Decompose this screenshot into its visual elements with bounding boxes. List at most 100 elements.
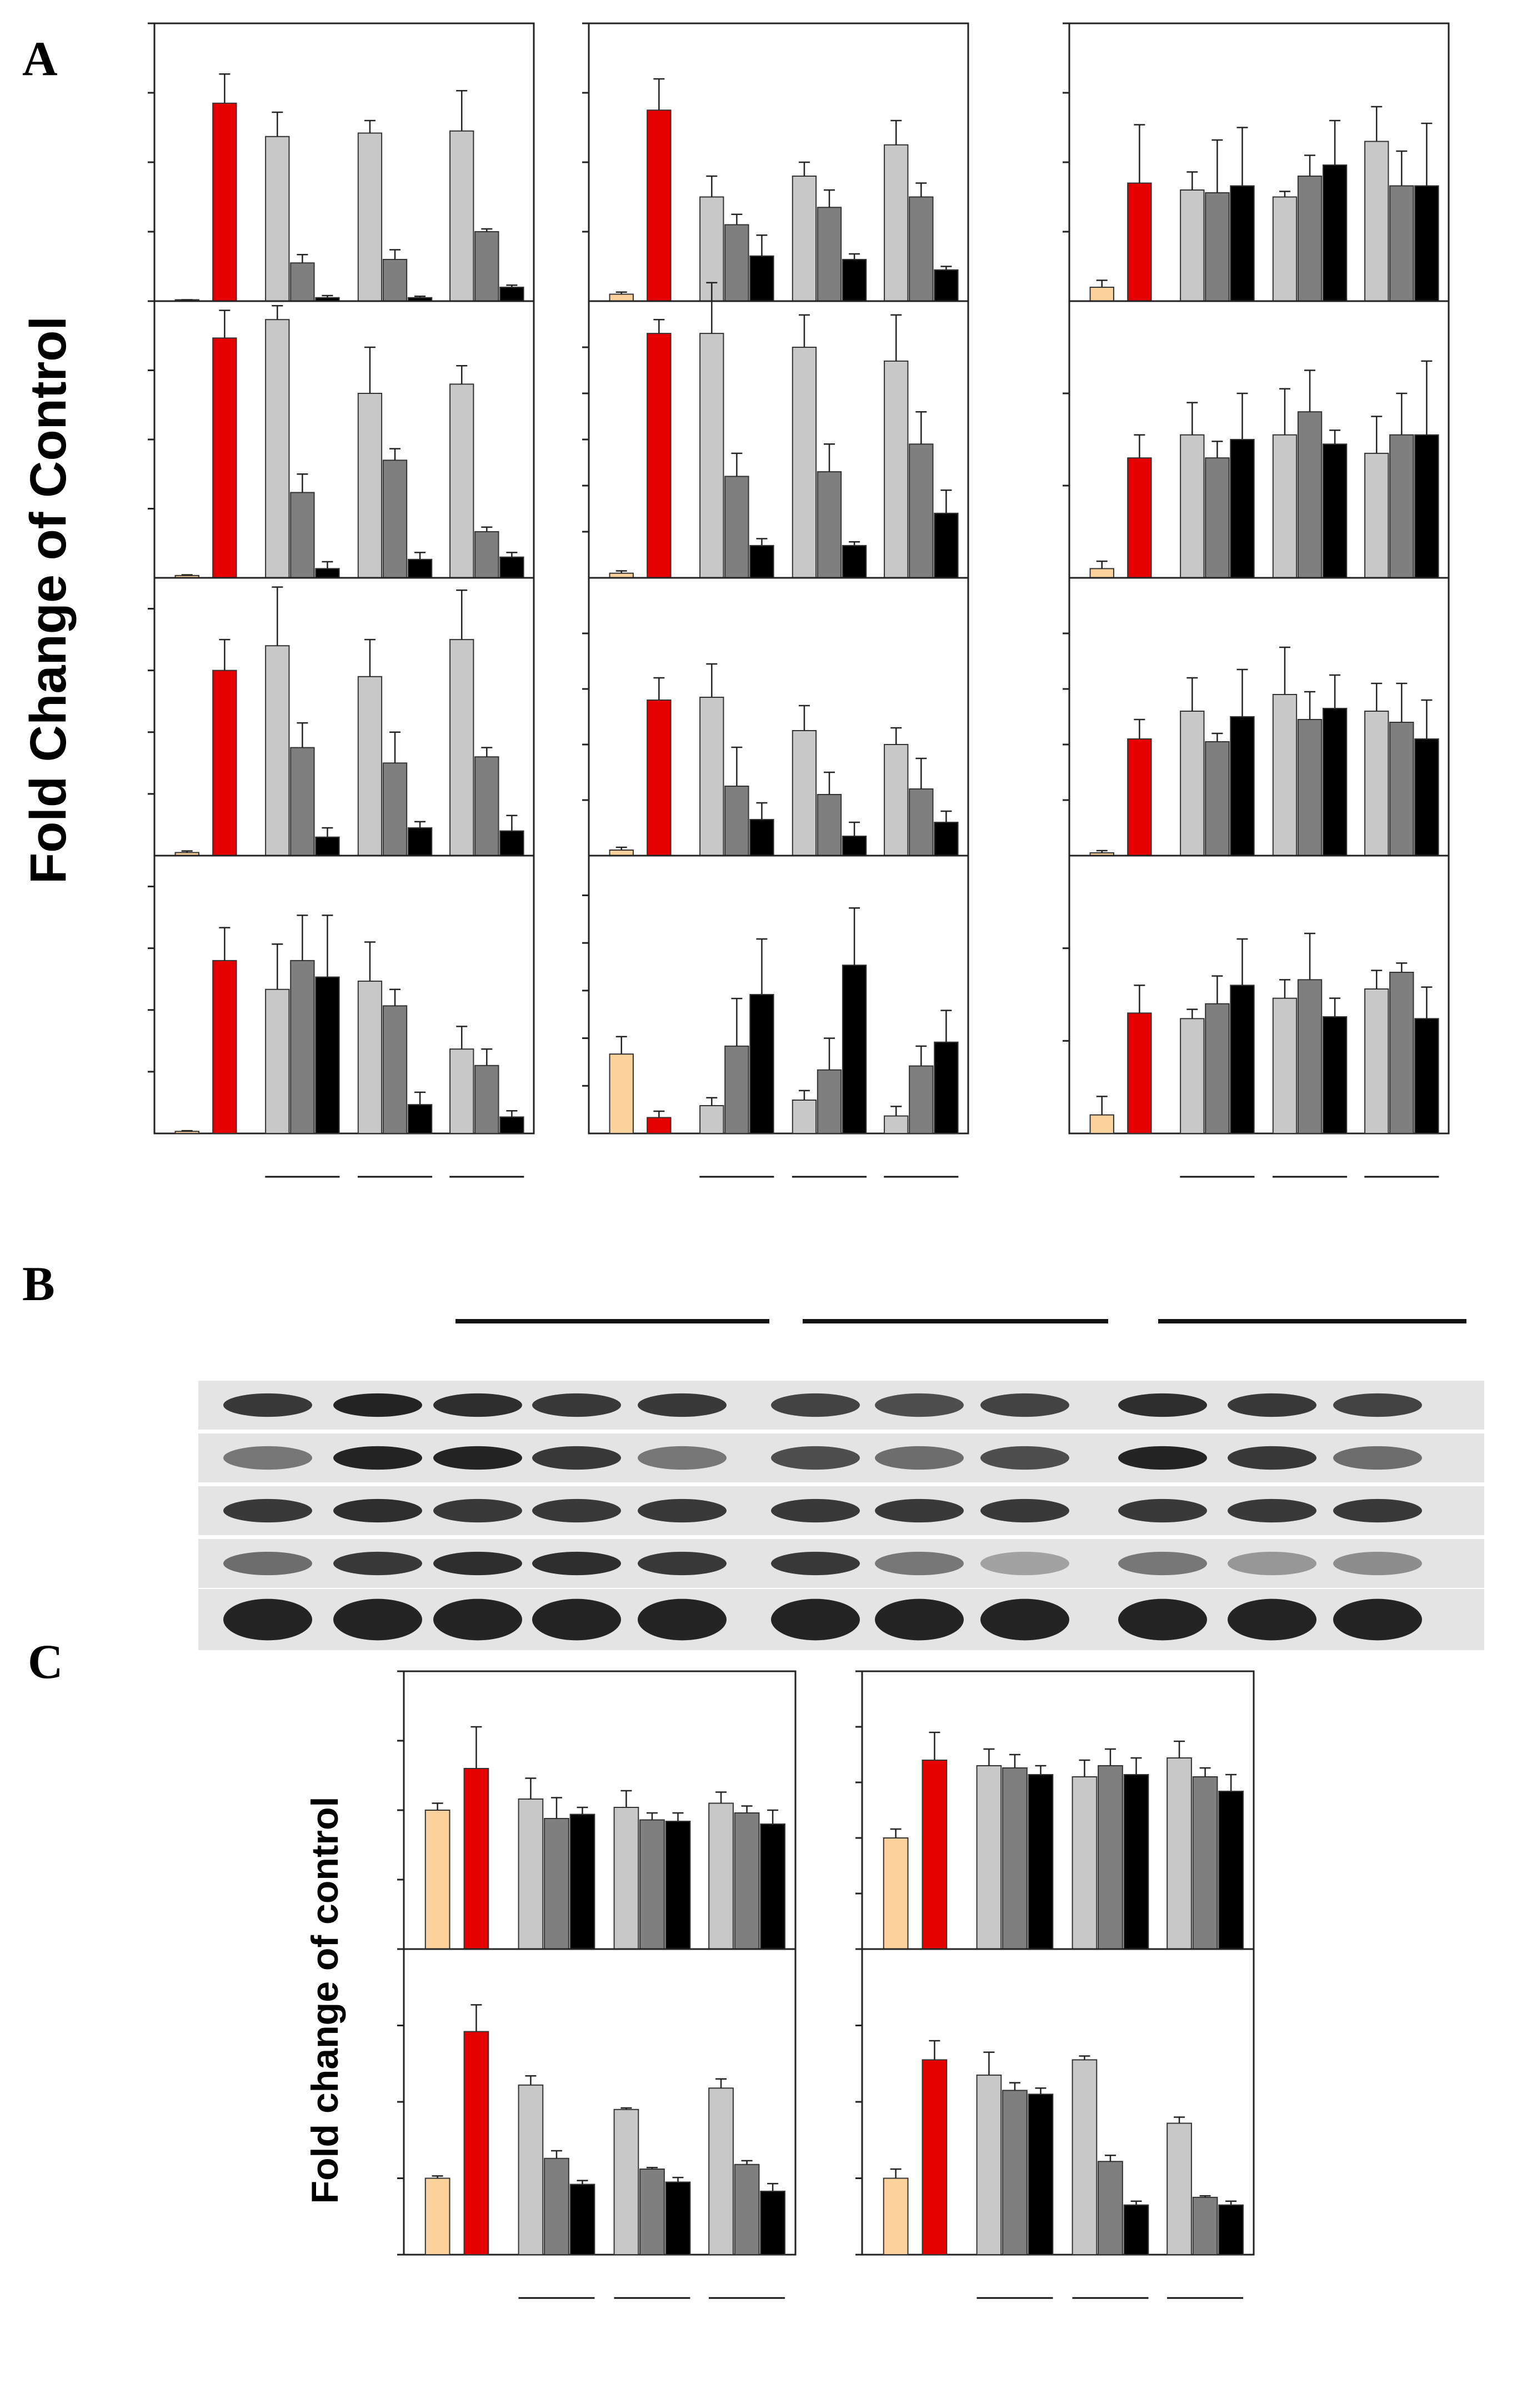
bar-3: [724, 476, 749, 579]
blot-band: [1118, 1598, 1207, 1641]
blot-band: [771, 1446, 860, 1470]
bar-6: [1297, 176, 1323, 302]
x-axis-layer: [265, 1176, 1439, 2299]
chart-frame: [588, 855, 969, 1135]
bar-2: [699, 333, 724, 578]
bar-9: [734, 1812, 760, 1950]
blot-band: [532, 1498, 621, 1523]
blot-band: [532, 1446, 621, 1470]
bar-1: [463, 2031, 489, 2255]
bar-3: [724, 224, 749, 302]
blot-band: [223, 1498, 312, 1523]
bar-0: [1089, 1114, 1114, 1134]
bar-3: [544, 2157, 569, 2255]
chart-TNFa: [582, 22, 969, 302]
bar-3: [290, 262, 315, 302]
bar-8: [884, 144, 909, 302]
bar-7: [842, 836, 867, 856]
bar-1: [922, 2059, 948, 2255]
bar-9: [909, 788, 934, 856]
bar-1: [1127, 1012, 1152, 1135]
bar-2: [699, 697, 724, 856]
blot-band: [333, 1446, 422, 1470]
bar-4: [1230, 185, 1255, 302]
bar-5: [357, 980, 383, 1134]
bar-8: [884, 360, 909, 579]
bar-4: [315, 976, 340, 1135]
chart-IkBa: [582, 855, 969, 1135]
panel-c-ylabel: Fold change of control: [304, 1797, 346, 2204]
bar-7: [1123, 2204, 1149, 2255]
chart-IL1b: [582, 282, 969, 579]
bar-10: [760, 1824, 785, 1950]
blot-band: [875, 1598, 964, 1641]
bar-5: [792, 347, 817, 578]
bar-7: [407, 827, 433, 856]
bar-7: [1322, 443, 1348, 578]
bar-10: [499, 830, 524, 856]
blot-band: [223, 1446, 312, 1470]
bar-4: [569, 1814, 595, 1950]
blot-band: [1228, 1393, 1316, 1417]
bar-5: [1272, 434, 1298, 578]
blot-band: [433, 1598, 522, 1641]
bar-4: [749, 544, 774, 579]
chart-JAK2: [148, 577, 535, 857]
bar-5: [613, 1807, 639, 1950]
blot-band: [638, 1446, 727, 1470]
bar-0: [424, 1810, 450, 1950]
bar-3: [1002, 2090, 1028, 2255]
blot-band: [980, 1498, 1069, 1523]
bar-10: [1414, 185, 1439, 302]
bar-9: [1192, 2196, 1218, 2255]
bar-0: [1089, 287, 1114, 302]
panel-letter-b: B: [22, 1257, 55, 1311]
bar-4: [315, 836, 340, 856]
blot-band: [1333, 1551, 1422, 1576]
bar-8: [449, 130, 474, 302]
chart-frame: [1068, 855, 1450, 1135]
bar-8: [884, 744, 909, 856]
bar-7: [407, 558, 433, 578]
bar-9: [1389, 434, 1414, 578]
blot-band: [433, 1393, 522, 1417]
bar-10: [1414, 1018, 1439, 1135]
bar-9: [1389, 722, 1414, 856]
bar-0: [883, 1837, 909, 1950]
blot-band: [980, 1598, 1069, 1641]
blot-band: [875, 1393, 964, 1417]
bar-9: [474, 756, 499, 856]
bar-10: [1218, 2204, 1244, 2255]
bar-3: [1002, 1767, 1028, 1950]
chart-NFkB: [582, 577, 969, 857]
bar-2: [1180, 434, 1205, 578]
chart-C_STAT3: [855, 1670, 1255, 1950]
bar-8: [708, 1802, 734, 1950]
chart-iNOS: [148, 22, 535, 302]
bar-8: [449, 1048, 474, 1135]
bar-10: [934, 822, 959, 856]
bar-9: [1192, 1776, 1218, 1950]
bar-5: [613, 2109, 639, 2255]
bar-7: [1322, 1016, 1348, 1134]
bar-2: [518, 1798, 544, 1950]
bar-4: [749, 255, 774, 302]
bar-4: [569, 2184, 595, 2255]
bar-1: [647, 333, 672, 578]
bar-5: [1272, 694, 1298, 856]
bar-6: [382, 1005, 408, 1134]
blot-band: [875, 1551, 964, 1576]
bar-6: [1297, 411, 1323, 578]
bar-10: [760, 2190, 785, 2255]
bar-8: [1364, 711, 1389, 856]
blot-band: [223, 1551, 312, 1576]
bar-1: [212, 960, 237, 1135]
bar-5: [1272, 196, 1298, 302]
bar-5: [1272, 997, 1298, 1134]
blot-band: [223, 1393, 312, 1417]
bar-1: [212, 102, 237, 302]
bar-6: [1297, 719, 1323, 856]
chart-TLR6: [1063, 855, 1450, 1135]
blot-band: [333, 1393, 422, 1417]
bar-4: [1028, 2094, 1054, 2255]
